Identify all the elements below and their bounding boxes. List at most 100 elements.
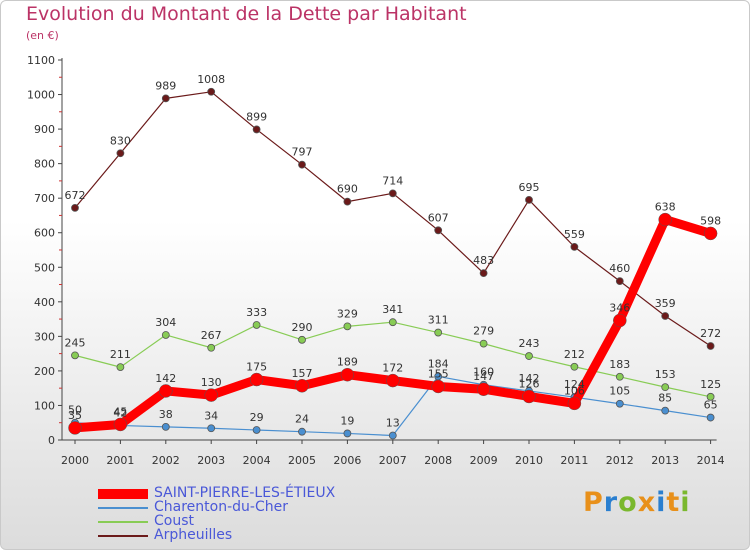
data-point-0 (159, 384, 173, 398)
y-tick-label: 900 (34, 123, 55, 136)
data-point-1 (615, 399, 624, 408)
data-label: 142 (519, 372, 540, 385)
logo-letter: P (583, 487, 604, 518)
x-tick-label: 2013 (651, 454, 679, 467)
data-point-1 (706, 413, 715, 422)
chart-title: Evolution du Montant de la Dette par Hab… (26, 3, 467, 25)
data-label: 35 (68, 409, 82, 422)
data-point-3 (252, 125, 261, 134)
data-point-3 (479, 269, 488, 278)
data-label: 147 (473, 370, 494, 383)
x-tick-label: 2012 (606, 454, 634, 467)
legend-swatch (98, 507, 148, 509)
data-label: 483 (473, 254, 494, 267)
data-label: 124 (564, 378, 585, 391)
data-point-0 (522, 389, 536, 404)
data-label: 333 (246, 306, 267, 319)
data-label: 189 (337, 356, 358, 369)
data-label: 279 (473, 325, 494, 338)
data-point-3 (388, 189, 397, 198)
y-tick-label: 1000 (27, 89, 55, 102)
data-point-0 (113, 417, 128, 432)
data-point-3 (434, 226, 443, 235)
data-point-0 (386, 373, 400, 388)
data-label: 34 (204, 409, 218, 422)
x-tick-label: 2003 (197, 454, 225, 467)
data-label: 1008 (197, 73, 225, 86)
data-label: 290 (292, 321, 313, 334)
data-point-0 (613, 313, 627, 328)
legend-swatch (98, 535, 148, 537)
x-tick-label: 2010 (515, 454, 543, 467)
x-tick-label: 2014 (697, 454, 725, 467)
data-label: 212 (564, 348, 585, 361)
y-tick-label: 400 (34, 296, 55, 309)
data-point-3 (570, 242, 579, 251)
x-tick-label: 2004 (243, 454, 271, 467)
data-label: 160 (473, 366, 494, 379)
data-point-0 (204, 388, 218, 402)
data-point-2 (71, 351, 79, 360)
data-label: 183 (609, 358, 630, 371)
data-point-3 (615, 277, 624, 285)
data-label: 460 (609, 262, 630, 275)
data-point-1 (161, 422, 170, 431)
legend-label: Arpheuilles (154, 527, 233, 543)
data-label: 65 (704, 399, 718, 412)
data-point-0 (340, 367, 355, 382)
x-tick-label: 2001 (106, 454, 134, 467)
data-label: 329 (337, 307, 358, 320)
data-point-2 (570, 362, 579, 371)
data-label: 42 (113, 406, 127, 419)
y-tick-label: 700 (34, 192, 55, 205)
data-point-2 (706, 392, 715, 401)
data-label: 598 (700, 214, 721, 227)
data-point-3 (706, 342, 715, 350)
data-label: 638 (655, 201, 676, 214)
data-label: 211 (110, 348, 131, 361)
data-label: 142 (155, 372, 176, 385)
logo-letter: r (603, 487, 619, 518)
data-label: 175 (246, 361, 267, 374)
x-tick-label: 2011 (560, 454, 588, 467)
data-label: 272 (700, 327, 721, 340)
data-label: 38 (159, 408, 173, 421)
data-label: 85 (658, 392, 672, 405)
data-label: 126 (519, 377, 540, 390)
data-point-3 (343, 197, 352, 206)
logo-letter: x (637, 487, 657, 518)
data-point-3 (71, 203, 79, 212)
data-label: 559 (564, 228, 585, 241)
data-label: 672 (65, 189, 86, 202)
data-point-1 (207, 424, 216, 433)
data-label: 130 (201, 376, 222, 389)
data-point-1 (343, 429, 352, 438)
data-label: 125 (700, 378, 721, 391)
data-label: 797 (292, 146, 313, 159)
data-label: 24 (295, 413, 309, 426)
data-label: 29 (250, 411, 264, 424)
logo-letter: i (680, 487, 691, 518)
data-point-0 (431, 379, 445, 394)
data-label: 346 (609, 301, 630, 314)
legend-label: Charenton-du-Cher (154, 499, 288, 515)
legend-label: Coust (154, 513, 194, 529)
data-point-3 (161, 94, 170, 103)
y-tick-label: 300 (34, 330, 55, 343)
data-point-3 (298, 160, 306, 169)
data-point-2 (252, 321, 261, 329)
chart-subtitle: (en €) (26, 29, 59, 42)
legend-label: SAINT-PIERRE-LES-ÉTIEUX (154, 485, 336, 501)
data-point-1 (661, 406, 670, 415)
data-label: 45 (113, 405, 127, 418)
data-point-2 (116, 363, 125, 372)
data-point-2 (343, 322, 352, 331)
y-tick-label: 1100 (27, 54, 55, 67)
data-point-2 (615, 372, 624, 381)
data-label: 153 (655, 368, 676, 381)
data-point-0 (703, 226, 718, 241)
data-point-0 (476, 382, 491, 396)
data-point-0 (658, 212, 672, 227)
data-point-0 (295, 379, 309, 393)
